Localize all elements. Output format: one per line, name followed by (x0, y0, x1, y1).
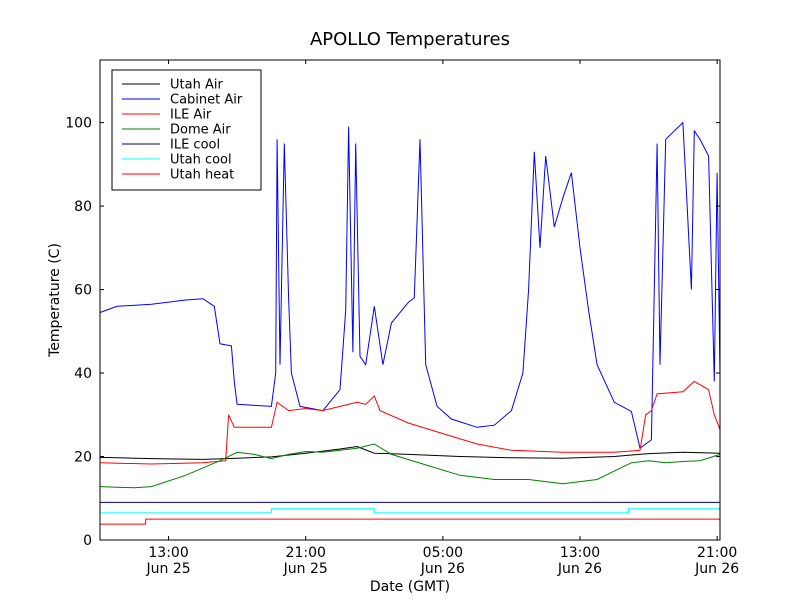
legend-label-cabinet-air: Cabinet Air (170, 93, 243, 108)
x-axis-label: Date (GMT) (370, 579, 450, 595)
series-line-utah-cool (100, 508, 720, 514)
y-tick-label: 60 (74, 283, 92, 299)
x-tick-label-date: Jun 26 (557, 561, 602, 577)
y-tick-label: 0 (83, 533, 92, 549)
x-tick-label-date: Jun 25 (283, 561, 328, 577)
series-line-cabinet-air (99, 121, 721, 450)
x-tick-label-date: Jun 25 (146, 561, 191, 577)
legend-label-utah-air: Utah Air (170, 78, 223, 93)
series-line-utah-heat (100, 518, 720, 525)
plot-frame (99, 59, 721, 541)
series-line-dome-air (99, 443, 721, 489)
x-tick-label-date: Jun 26 (420, 561, 465, 577)
series-layer (99, 121, 721, 525)
x-tick-label-time: 21:00 (697, 545, 737, 561)
legend-label-ile-cool: ILE cool (170, 138, 220, 153)
legend-box (111, 69, 262, 191)
y-tick-label: 20 (74, 450, 92, 466)
y-tick-label: 100 (65, 116, 92, 132)
x-tick-label-time: 13:00 (148, 545, 188, 561)
y-tick-label: 80 (74, 199, 92, 215)
legend-label-utah-cool: Utah cool (170, 153, 232, 168)
legend-label-dome-air: Dome Air (170, 123, 231, 138)
x-tick-label-date: Jun 26 (694, 561, 739, 577)
legend-label-utah-heat: Utah heat (170, 168, 234, 183)
y-tick-label: 40 (74, 366, 92, 382)
chart-title: APOLLO Temperatures (310, 29, 510, 50)
x-tick-label-time: 05:00 (423, 545, 463, 561)
legend-label-ile-air: ILE Air (170, 108, 212, 123)
x-tick-label-time: 21:00 (286, 545, 326, 561)
series-line-ile-air (99, 380, 721, 465)
y-axis-label: Temperature (C) (47, 243, 63, 358)
x-tick-label-time: 13:00 (560, 545, 600, 561)
